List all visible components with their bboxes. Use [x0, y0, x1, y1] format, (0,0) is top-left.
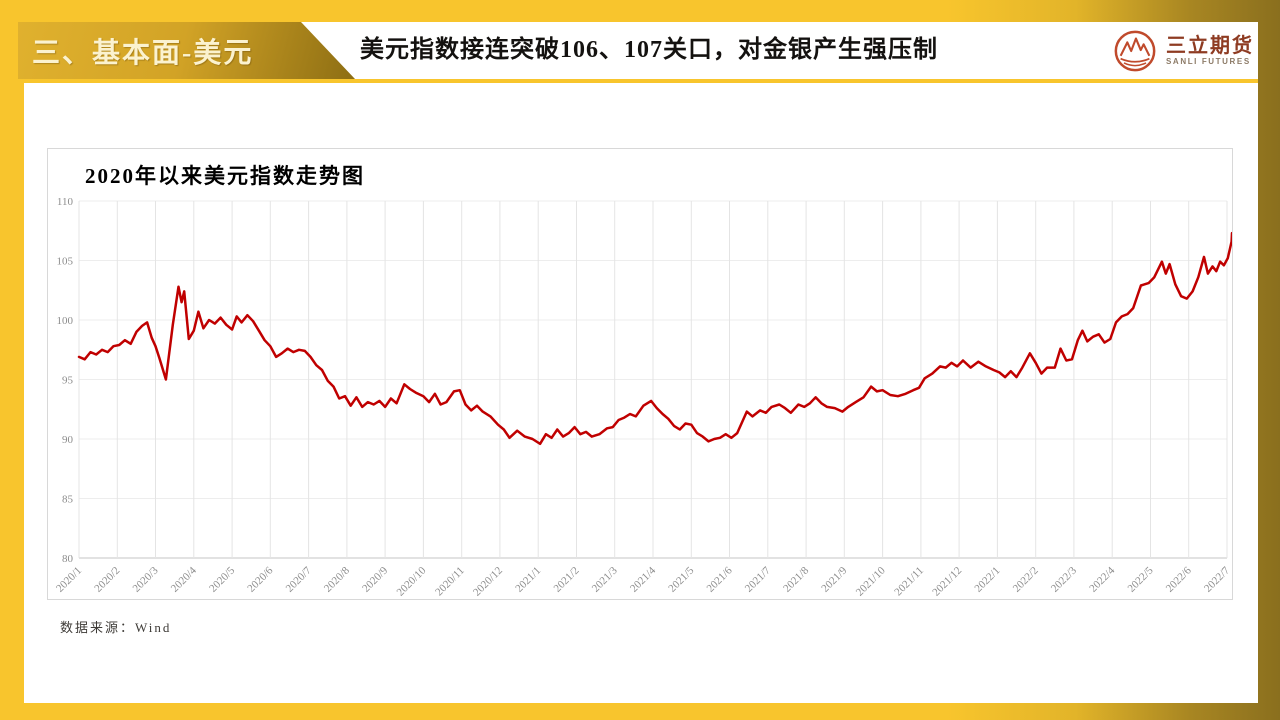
section-tab: 三、基本面-美元 [18, 22, 355, 79]
logo-name-en: SANLI FUTURES [1166, 56, 1251, 66]
svg-text:2021/9: 2021/9 [819, 564, 849, 594]
svg-text:2021/7: 2021/7 [743, 564, 773, 594]
svg-text:2020/5: 2020/5 [207, 564, 237, 594]
svg-text:2022/6: 2022/6 [1164, 564, 1194, 594]
svg-text:2020/7: 2020/7 [284, 564, 314, 594]
svg-text:2020/4: 2020/4 [169, 564, 199, 594]
svg-text:2021/10: 2021/10 [854, 564, 888, 598]
svg-text:110: 110 [57, 196, 74, 208]
content-panel: 2020年以来美元指数走势图 80 85 90 95 100 105 110 2020/1 20… [24, 83, 1258, 703]
svg-text:2020/8: 2020/8 [322, 564, 352, 594]
logo-mountain-circle-icon [1114, 30, 1156, 71]
svg-text:2022/5: 2022/5 [1126, 564, 1156, 594]
svg-text:2022/7: 2022/7 [1202, 564, 1232, 594]
svg-text:2020/10: 2020/10 [395, 564, 429, 598]
logo-text: 三立期货 SANLI FUTURES [1166, 35, 1254, 67]
svg-text:2020/6: 2020/6 [245, 564, 275, 594]
svg-text:100: 100 [57, 315, 74, 327]
svg-text:2020/1: 2020/1 [54, 565, 84, 595]
svg-text:90: 90 [62, 434, 74, 446]
svg-text:2022/3: 2022/3 [1049, 564, 1079, 594]
svg-text:2022/4: 2022/4 [1087, 564, 1117, 594]
svg-text:2021/12: 2021/12 [930, 565, 964, 599]
svg-text:2020/11: 2020/11 [433, 565, 467, 599]
svg-text:2020/12: 2020/12 [471, 565, 505, 599]
svg-text:2020/2: 2020/2 [92, 565, 122, 595]
svg-text:80: 80 [62, 553, 74, 565]
svg-text:2020/9: 2020/9 [360, 564, 390, 594]
svg-text:2021/1: 2021/1 [513, 565, 543, 595]
svg-text:2021/6: 2021/6 [705, 564, 735, 594]
slide-headline: 美元指数接连突破106、107关口，对金银产生强压制 [360, 37, 938, 63]
logo-name-cn: 三立期货 [1166, 34, 1254, 57]
svg-text:2021/8: 2021/8 [781, 564, 811, 594]
company-logo: 三立期货 SANLI FUTURES [1112, 22, 1254, 79]
chart-card: 2020年以来美元指数走势图 80 85 90 95 100 105 110 2020/1 20… [47, 148, 1233, 600]
svg-text:2022/2: 2022/2 [1011, 565, 1041, 595]
section-title: 三、基本面-美元 [32, 37, 254, 69]
svg-text:2021/3: 2021/3 [590, 564, 620, 594]
svg-text:2022/1: 2022/1 [972, 565, 1002, 595]
svg-text:2020/3: 2020/3 [131, 564, 161, 594]
svg-text:2021/2: 2021/2 [552, 565, 582, 595]
chart-title: 2020年以来美元指数走势图 [85, 164, 365, 188]
svg-text:95: 95 [62, 375, 74, 387]
header-band: 三、基本面-美元 美元指数接连突破106、107关口，对金银产生强压制 三立期货… [18, 22, 1258, 79]
data-source-note: 数据来源：Wind [60, 620, 172, 635]
header-underline-strip [18, 79, 1258, 83]
svg-text:2021/11: 2021/11 [892, 565, 926, 599]
svg-text:2021/5: 2021/5 [666, 564, 696, 594]
svg-text:105: 105 [57, 256, 74, 268]
svg-text:2021/4: 2021/4 [628, 564, 658, 594]
svg-text:85: 85 [62, 494, 74, 506]
dollar-index-line-chart: 80 85 90 95 100 105 110 2020/1 2020/2 2020/3 2020/… [54, 196, 1232, 599]
